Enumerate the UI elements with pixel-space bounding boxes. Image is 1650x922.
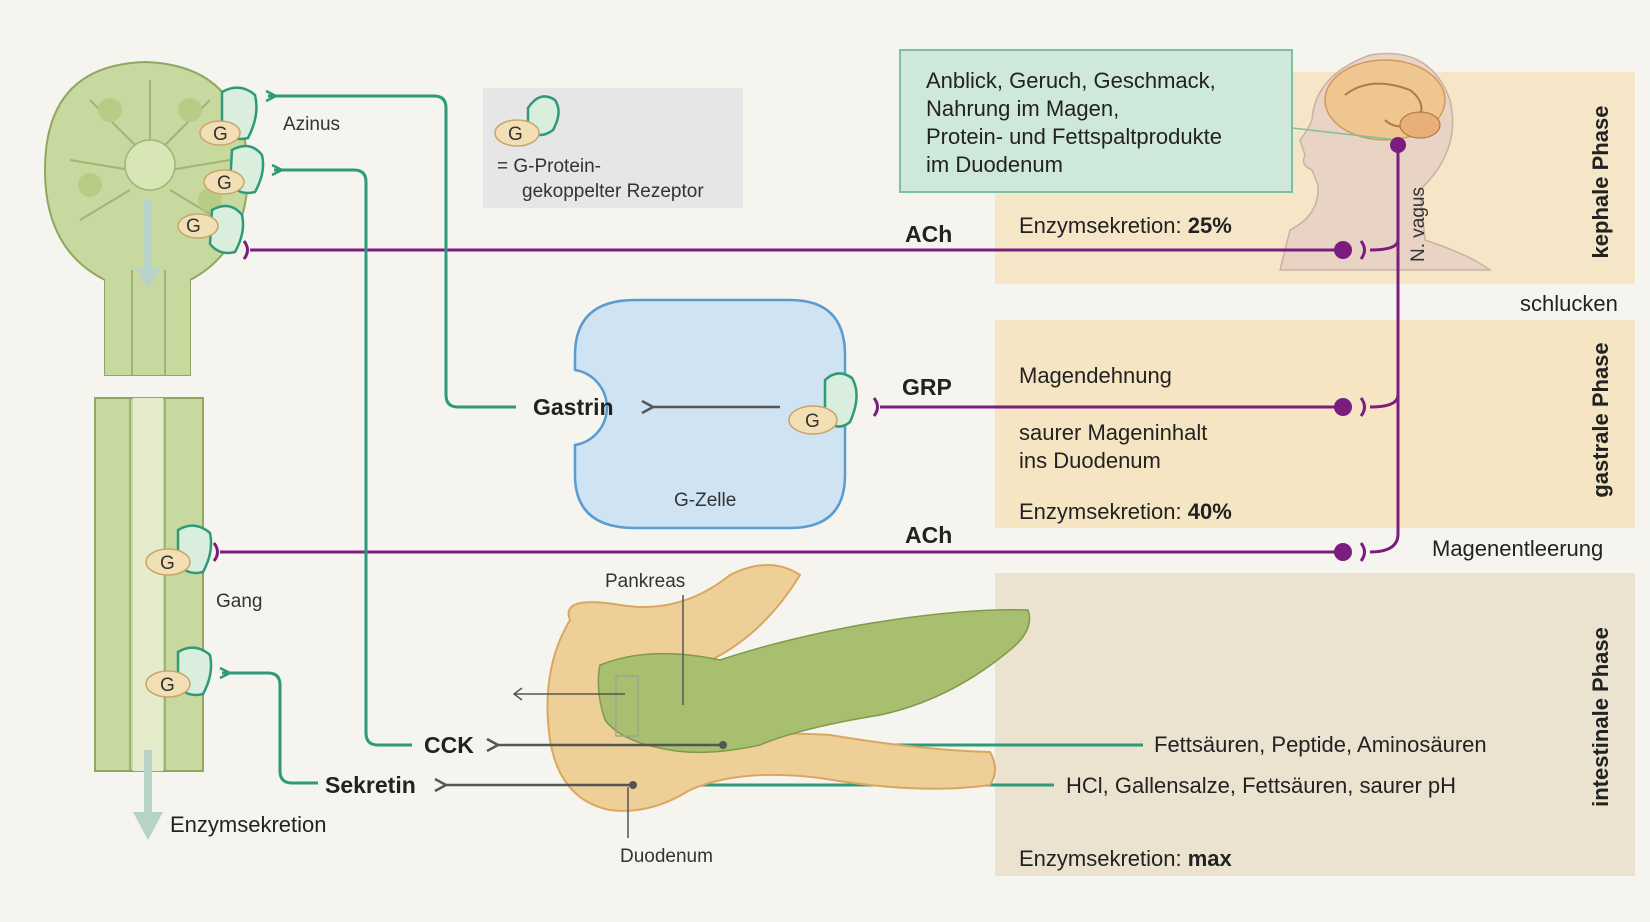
signal-ach-top: ACh — [905, 221, 952, 247]
receptor-letter-1: G — [213, 124, 228, 145]
gastral-phase-label: gastrale Phase — [1588, 342, 1613, 497]
duct-receptor-2 — [145, 646, 213, 698]
duct-secretion-arrowhead — [133, 812, 163, 840]
intestinal-phase-label: intestinale Phase — [1588, 627, 1613, 807]
acinus-receptor-3 — [177, 204, 245, 255]
gastral-stimulus-1: Magendehnung — [1019, 363, 1172, 388]
stimuli-line-1: Anblick, Geruch, Geschmack, — [926, 68, 1216, 93]
nerve-label: N. vagus — [1408, 187, 1429, 262]
vagus-terminal-1 — [1334, 241, 1352, 259]
stimuli-line-2: Nahrung im Magen, — [926, 96, 1119, 121]
acinus-label: Azinus — [283, 114, 340, 135]
vagus-terminal-2 — [1334, 398, 1352, 416]
acinus-receptor-1 — [199, 86, 258, 146]
legend-line-2: gekoppelter Rezeptor — [522, 181, 704, 202]
duct-illustration — [94, 397, 204, 772]
stimuli-line-4: im Duodenum — [926, 152, 1063, 177]
vagus-origin-dot — [1390, 137, 1406, 153]
stimuli-line-3: Protein- und Fettspaltprodukte — [926, 124, 1222, 149]
acinus-receptor-2 — [203, 144, 265, 195]
gastral-enzyme-label: Enzymsekretion: 40% — [1019, 499, 1232, 524]
signal-grp: GRP — [902, 374, 952, 400]
gastral-stimulus-2a: saurer Mageninhalt — [1019, 420, 1207, 445]
kephal-enzyme-label: Enzymsekretion: 25% — [1019, 213, 1232, 238]
intestinal-stimulus-cck: Fettsäuren, Peptide, Aminosäuren — [1154, 732, 1487, 757]
pankreas-label: Pankreas — [605, 571, 685, 592]
duct-receptor-letter-1: G — [160, 553, 175, 574]
duct-receptor-letter-2: G — [160, 675, 175, 696]
hormone-gastrin: Gastrin — [533, 394, 614, 420]
legend-receptor-icon — [494, 95, 560, 147]
signal-ach-mid: ACh — [905, 522, 952, 548]
receptor-letter-2: G — [217, 173, 232, 194]
duct-label: Gang — [216, 591, 262, 612]
receptor-letter-3: G — [186, 216, 201, 237]
gcell-receptor-letter: G — [805, 411, 820, 432]
intestinal-stimulus-sekretin: HCl, Gallensalze, Fettsäuren, saurer pH — [1066, 773, 1456, 798]
head-illustration — [1279, 52, 1493, 271]
duodenum-label: Duodenum — [620, 846, 713, 867]
vagus-nerve-pathway — [212, 145, 1400, 562]
legend-letter: G — [508, 124, 523, 145]
intestinal-enzyme-label: Enzymsekretion: max — [1019, 846, 1233, 871]
intestinal-phase-panel — [995, 573, 1635, 876]
gcell-body — [573, 298, 847, 530]
legend-box — [483, 88, 743, 208]
acinus-secretion-arrowhead — [135, 268, 161, 288]
gastral-stimulus-2b: ins Duodenum — [1019, 448, 1161, 473]
hormone-cck: CCK — [424, 732, 474, 758]
output-label: Enzymsekretion — [170, 812, 327, 837]
transition-magenentleerung: Magenentleerung — [1432, 536, 1603, 561]
legend-line-1: = G-Protein- — [497, 156, 601, 177]
kephal-phase-label: kephale Phase — [1588, 106, 1613, 259]
stimuli-box — [899, 49, 1293, 193]
gastral-phase-panel — [995, 320, 1635, 528]
duct-receptor-1 — [145, 524, 213, 576]
hormone-sekretin: Sekretin — [325, 772, 416, 798]
gcell-receptor-icon — [788, 372, 858, 435]
pancreas-illustration — [546, 564, 1031, 812]
transition-schlucken: schlucken — [1520, 291, 1618, 316]
gcell-label: G-Zelle — [674, 490, 736, 511]
vagus-terminal-3 — [1334, 543, 1352, 561]
